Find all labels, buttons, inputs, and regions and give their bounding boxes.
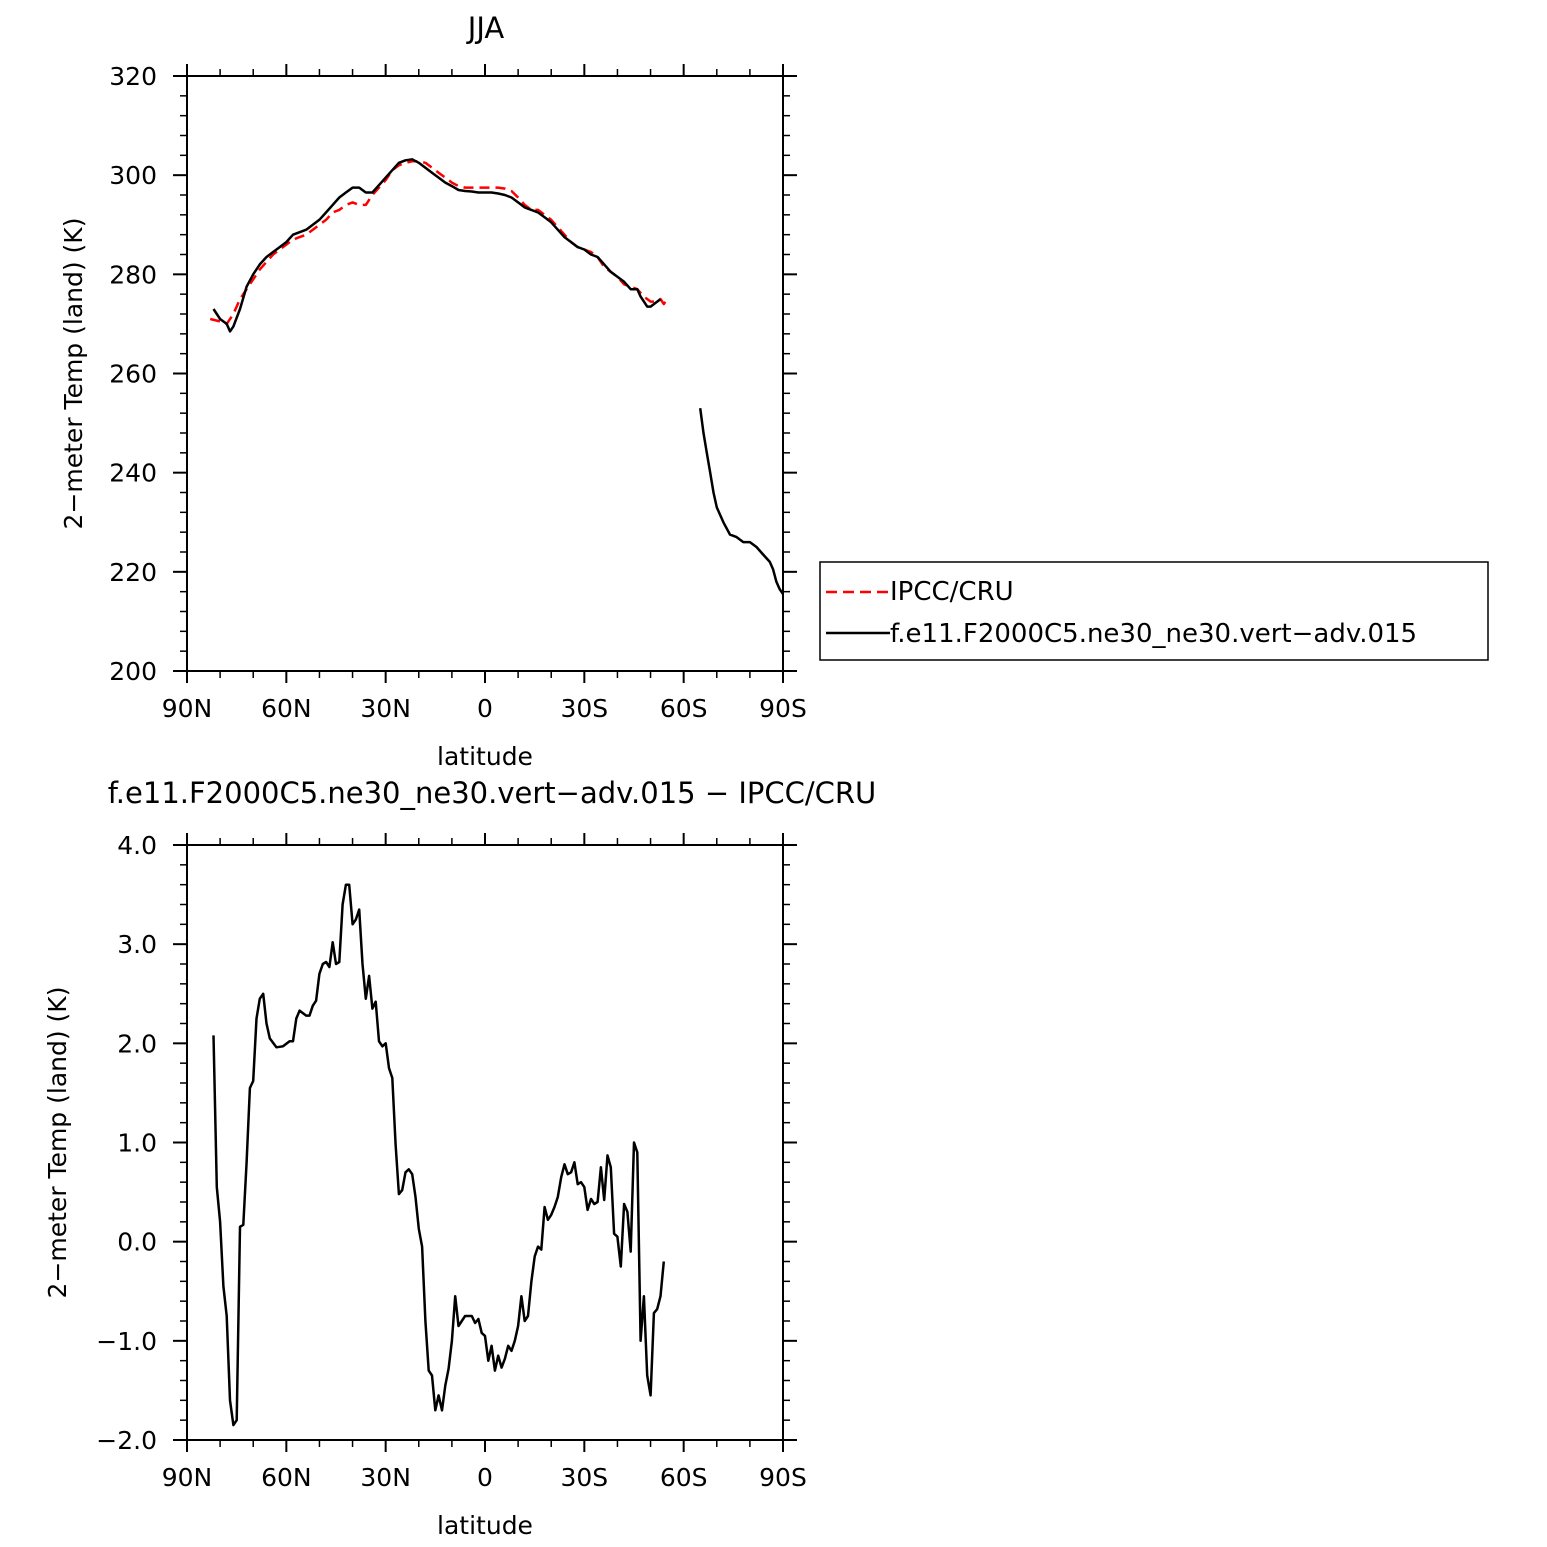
bottom-series-group bbox=[212, 883, 666, 1427]
x-tick-label: 30N bbox=[360, 694, 411, 723]
bottom-panel: f.e11.F2000C5.ne30_ne30.vert−adv.015 − I… bbox=[43, 776, 876, 1540]
x-tick-label: 30S bbox=[560, 694, 608, 723]
y-tick-label: 3.0 bbox=[117, 930, 157, 959]
y-tick-label: 2.0 bbox=[117, 1029, 157, 1058]
y-tick-label: 4.0 bbox=[117, 831, 157, 860]
x-tick-label: 90S bbox=[759, 1463, 807, 1492]
legend-box bbox=[819, 561, 1489, 661]
top-y-axis-label: 2−meter Temp (land) (K) bbox=[59, 218, 88, 530]
bottom-y-axis-label: 2−meter Temp (land) (K) bbox=[43, 987, 72, 1299]
y-tick-label: −1.0 bbox=[96, 1327, 157, 1356]
x-tick-label: 60S bbox=[660, 1463, 708, 1492]
x-tick-label: 0 bbox=[477, 694, 493, 723]
bottom-axis-ticks: 90N 60N 30N 0 30S 60S 90S −2.0 −1.0 0.0 1.0 2.0 3.0 4… bbox=[96, 831, 807, 1492]
y-tick-label: −2.0 bbox=[96, 1426, 157, 1455]
top-series-group bbox=[209, 158, 785, 595]
x-tick-label: 60S bbox=[660, 694, 708, 723]
y-tick-label: 320 bbox=[109, 62, 157, 91]
top-plot-frame bbox=[186, 75, 784, 672]
x-tick-label: 60N bbox=[261, 694, 312, 723]
series-line-ipcc-cru bbox=[209, 160, 669, 326]
y-tick-label: 0.0 bbox=[117, 1228, 157, 1257]
top-panel: JJA 90N 60N 30N 0 30S 60S 90S 200 220 240 260 280 30… bbox=[59, 11, 807, 771]
bottom-plot-frame bbox=[186, 844, 784, 1441]
y-tick-label: 300 bbox=[109, 161, 157, 190]
y-tick-label: 280 bbox=[109, 260, 157, 289]
y-tick-label: 1.0 bbox=[117, 1129, 157, 1158]
legend-label-model: f.e11.F2000C5.ne30_ne30.vert−adv.015 bbox=[890, 619, 1417, 649]
legend: IPCC/CRU f.e11.F2000C5.ne30_ne30.vert−ad… bbox=[819, 561, 1489, 661]
x-tick-label: 90N bbox=[162, 694, 213, 723]
top-x-axis-label: latitude bbox=[437, 742, 533, 771]
bottom-chart-title: f.e11.F2000C5.ne30_ne30.vert−adv.015 − I… bbox=[108, 776, 877, 810]
x-tick-label: 30S bbox=[560, 1463, 608, 1492]
x-tick-label: 30N bbox=[360, 1463, 411, 1492]
y-tick-label: 220 bbox=[109, 558, 157, 587]
series-line-difference bbox=[212, 883, 666, 1427]
x-tick-label: 90N bbox=[162, 1463, 213, 1492]
top-axis-ticks: 90N 60N 30N 0 30S 60S 90S 200 220 240 260 280 300 320 bbox=[109, 62, 807, 723]
top-chart-title: JJA bbox=[466, 11, 505, 45]
y-tick-label: 260 bbox=[109, 360, 157, 389]
y-tick-label: 240 bbox=[109, 459, 157, 488]
x-tick-label: 60N bbox=[261, 1463, 312, 1492]
x-tick-label: 90S bbox=[759, 694, 807, 723]
bottom-x-axis-label: latitude bbox=[437, 1511, 533, 1540]
y-tick-label: 200 bbox=[109, 657, 157, 686]
legend-label-ipcc-cru: IPCC/CRU bbox=[890, 577, 1014, 607]
x-tick-label: 0 bbox=[477, 1463, 493, 1492]
series-line-model bbox=[212, 158, 785, 595]
